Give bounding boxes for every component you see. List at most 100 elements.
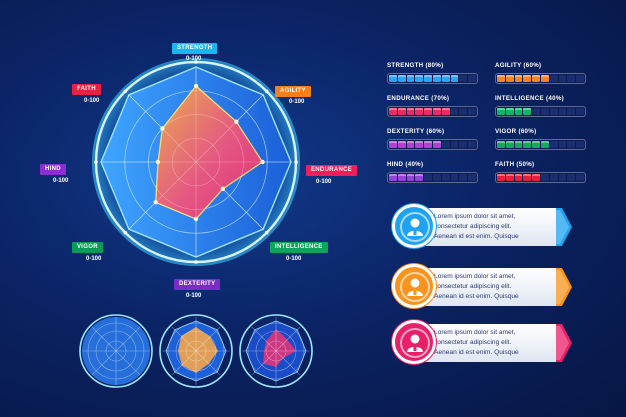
card-text-line: Lorem ipsum dolor sit amet,	[434, 329, 516, 336]
bar-segment	[459, 141, 468, 148]
bar-segment	[576, 108, 584, 115]
bar-segment	[415, 174, 424, 181]
bar-segment	[432, 174, 441, 181]
bar-segment	[415, 75, 424, 82]
bar-segment	[450, 174, 459, 181]
bar-segment	[415, 108, 424, 115]
bar-segment	[441, 108, 450, 115]
axis-range-label: 0-100	[316, 179, 332, 185]
bar-segment	[406, 75, 415, 82]
bar-segment	[397, 141, 406, 148]
radar-data-point	[193, 83, 199, 89]
bar-segment	[523, 108, 532, 115]
radar-ring-dot	[194, 60, 198, 64]
bar-segment	[450, 75, 459, 82]
avatar-inner	[400, 212, 430, 242]
radar-grid-overlay	[124, 90, 268, 234]
bar-segment	[532, 174, 540, 181]
axis-tag-endurance: ENDURANCE	[306, 165, 358, 176]
axis-tag-dexterity: DEXTERITY	[174, 279, 221, 290]
skill-label: INTELLIGENCE (40%)	[495, 95, 564, 102]
profile-card-1: Lorem ipsum dolor sit amet, consectetur a…	[392, 204, 572, 248]
axis-range-label: 0-100	[286, 256, 302, 262]
avatar-inner	[400, 272, 430, 302]
bar-segment	[389, 108, 397, 115]
radar-data-point	[155, 159, 161, 165]
card-text-line: Aenean id est enim. Quisque	[434, 349, 519, 356]
bar-segment	[397, 108, 406, 115]
bar-segment	[532, 75, 540, 82]
axis-range-label: 0-100	[186, 56, 202, 62]
card-arrow-icon	[556, 208, 572, 246]
radar-data-point	[153, 200, 158, 205]
bar-segment	[505, 75, 514, 82]
skill-progress-bar	[495, 73, 586, 84]
axis-range-label: 0-100	[289, 99, 305, 105]
bar-segment	[497, 174, 505, 181]
bar-segment	[468, 141, 476, 148]
bar-segment	[532, 141, 540, 148]
bar-segment	[459, 108, 468, 115]
axis-tag-vigor: VIGOR	[72, 242, 103, 253]
card-text: Lorem ipsum dolor sit amet, consectetur a…	[434, 212, 519, 242]
skill-progress-bar	[387, 172, 478, 183]
bar-segment	[505, 174, 514, 181]
card-text-line: consectetur adipiscing elit.	[434, 283, 512, 290]
radar-axis-overlay	[195, 161, 264, 230]
radar-axis-overlay	[128, 161, 197, 230]
bar-segment	[576, 174, 584, 181]
skill-progress-bar	[495, 139, 586, 150]
bar-segment	[415, 141, 424, 148]
bar-segment	[558, 141, 567, 148]
avatar	[392, 320, 436, 364]
bar-segment	[424, 75, 432, 82]
radar-ring-dot	[94, 160, 98, 164]
bar-segment	[441, 174, 450, 181]
bar-segment	[432, 75, 441, 82]
bar-segment	[432, 108, 441, 115]
bar-segment	[505, 108, 514, 115]
card-body	[422, 208, 558, 246]
bar-segment	[389, 141, 397, 148]
bar-segment	[558, 75, 567, 82]
bar-segment	[441, 75, 450, 82]
card-arrow-icon	[556, 324, 572, 362]
bar-segment	[567, 174, 576, 181]
radar-ring-dot	[294, 160, 298, 164]
bar-segment	[540, 141, 549, 148]
bar-segment	[505, 141, 514, 148]
bar-segment	[576, 141, 584, 148]
bar-segment	[514, 174, 523, 181]
profile-card-3: Lorem ipsum dolor sit amet, consectetur a…	[392, 320, 572, 364]
bar-segment	[514, 108, 523, 115]
radar-data-point	[234, 119, 239, 124]
skill-label: AGILITY (60%)	[495, 62, 542, 69]
bar-segment	[406, 141, 415, 148]
skill-progress-bar	[495, 106, 586, 117]
radar-ring-dot	[123, 230, 128, 235]
axis-range-label: 0-100	[186, 293, 202, 299]
card-text-line: Aenean id est enim. Quisque	[434, 233, 519, 240]
bar-segment	[424, 108, 432, 115]
skill-progress-bar	[387, 139, 478, 150]
radar-grid-overlay	[148, 114, 244, 210]
bar-segment	[468, 75, 476, 82]
avatar	[392, 204, 436, 248]
person-icon	[407, 278, 423, 296]
bar-segment	[540, 75, 549, 82]
card-text-line: Aenean id est enim. Quisque	[434, 293, 519, 300]
avatar	[392, 264, 436, 308]
radar-axis-overlay	[128, 94, 197, 163]
card-body	[422, 268, 558, 306]
card-text: Lorem ipsum dolor sit amet, consectetur a…	[434, 328, 519, 358]
card-text-line: consectetur adipiscing elit.	[434, 223, 512, 230]
radar-ring-dot	[264, 230, 269, 235]
bar-segment	[497, 141, 505, 148]
bar-segment	[397, 75, 406, 82]
bar-segment	[450, 108, 459, 115]
card-arrow-icon	[556, 268, 572, 306]
card-text-line: Lorem ipsum dolor sit amet,	[434, 273, 516, 280]
bar-segment	[549, 174, 558, 181]
